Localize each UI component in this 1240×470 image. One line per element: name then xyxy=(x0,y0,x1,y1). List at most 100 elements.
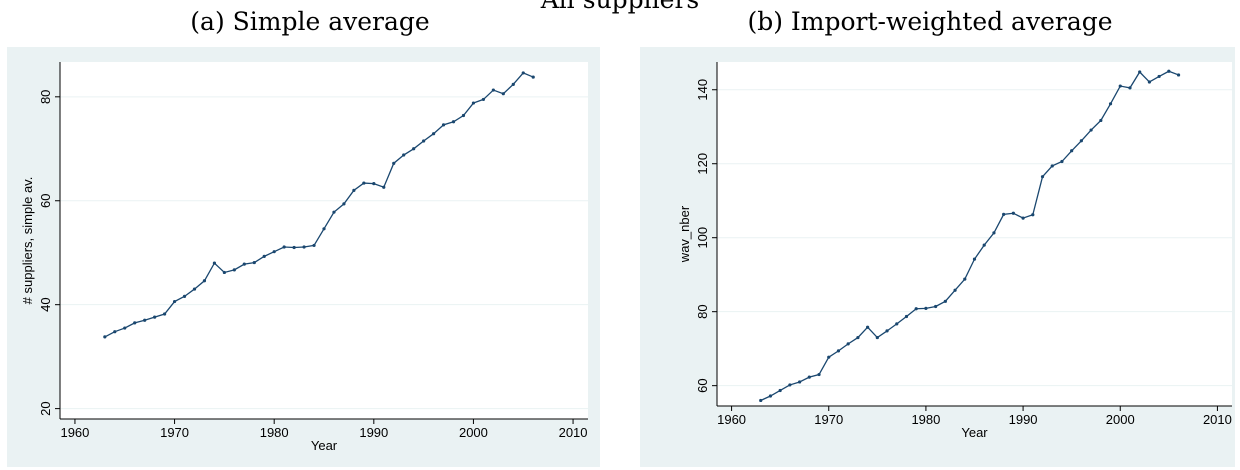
point xyxy=(133,321,137,325)
point xyxy=(895,322,899,326)
chart-title: (b) Import-weighted average xyxy=(747,7,1112,36)
point xyxy=(451,120,456,124)
point xyxy=(501,92,505,96)
point xyxy=(992,231,996,235)
point xyxy=(768,394,773,398)
point xyxy=(153,315,157,319)
point xyxy=(123,326,127,330)
point xyxy=(1050,164,1054,168)
point xyxy=(1128,86,1132,90)
x-axis-label: Year xyxy=(961,425,988,440)
point xyxy=(242,262,246,266)
point xyxy=(342,202,346,206)
point xyxy=(312,243,316,248)
point xyxy=(352,188,356,192)
y-tick-label: 80 xyxy=(695,304,710,318)
point xyxy=(1157,74,1161,79)
y-axis-label: wav_nber xyxy=(677,205,692,263)
point xyxy=(934,304,938,309)
point xyxy=(481,97,485,102)
point xyxy=(521,71,525,75)
point xyxy=(827,355,831,359)
point xyxy=(412,147,416,151)
point xyxy=(262,254,266,258)
point xyxy=(866,325,870,329)
point xyxy=(788,383,792,387)
point xyxy=(1138,70,1142,74)
point xyxy=(491,88,495,92)
point xyxy=(817,372,821,377)
point xyxy=(885,329,889,333)
point xyxy=(471,101,476,105)
y-tick-label: 140 xyxy=(695,79,710,101)
point xyxy=(461,113,466,118)
point xyxy=(441,123,446,127)
point xyxy=(943,299,947,303)
point xyxy=(807,375,811,379)
x-tick-label: 1970 xyxy=(160,425,189,440)
point xyxy=(143,318,147,322)
x-tick-label: 2010 xyxy=(559,425,588,440)
point xyxy=(103,335,107,339)
point xyxy=(904,314,909,319)
point xyxy=(212,261,217,265)
point xyxy=(1031,213,1035,217)
point xyxy=(856,335,860,340)
point xyxy=(382,185,386,189)
y-tick-label: 120 xyxy=(695,153,710,175)
point xyxy=(282,245,286,249)
point xyxy=(778,388,782,393)
point xyxy=(1060,159,1064,164)
point xyxy=(192,287,197,291)
point xyxy=(846,342,850,346)
point xyxy=(1040,175,1045,179)
point xyxy=(953,288,957,292)
point xyxy=(292,245,296,250)
point xyxy=(759,398,763,403)
x-tick-label: 1960 xyxy=(60,425,89,440)
x-tick-label: 2000 xyxy=(1106,412,1135,427)
x-tick-label: 2010 xyxy=(1203,412,1232,427)
point xyxy=(252,260,256,265)
y-tick-label: 40 xyxy=(38,297,53,311)
point xyxy=(332,210,336,214)
x-tick-label: 1990 xyxy=(1009,412,1038,427)
point xyxy=(302,245,306,249)
point xyxy=(202,279,207,283)
point xyxy=(924,306,928,310)
point xyxy=(511,82,515,86)
figure-title: All suppliers xyxy=(540,0,700,14)
chart-title: (a) Simple average xyxy=(190,7,429,36)
point xyxy=(1002,212,1006,216)
point xyxy=(392,161,396,165)
point xyxy=(272,250,276,254)
point xyxy=(963,277,967,281)
y-axis-label: # suppliers, simple av. xyxy=(20,177,35,305)
point xyxy=(836,349,841,353)
point xyxy=(1167,69,1171,73)
y-tick-label: 60 xyxy=(38,194,53,208)
point xyxy=(322,227,326,231)
point xyxy=(113,330,117,334)
y-tick-label: 80 xyxy=(38,90,53,104)
point xyxy=(797,380,802,384)
series-line xyxy=(104,72,534,338)
point xyxy=(914,307,918,311)
x-tick-label: 1960 xyxy=(717,412,746,427)
x-tick-label: 1990 xyxy=(359,425,388,440)
point xyxy=(1021,216,1025,220)
plot-area xyxy=(717,62,1232,406)
point xyxy=(372,181,376,186)
point xyxy=(1079,139,1083,143)
point xyxy=(431,132,436,136)
point xyxy=(422,139,426,143)
point xyxy=(222,270,226,275)
point xyxy=(982,243,986,247)
x-axis-label: Year xyxy=(311,438,338,453)
point xyxy=(1176,73,1181,77)
point xyxy=(402,153,406,157)
x-tick-label: 2000 xyxy=(459,425,488,440)
point xyxy=(232,268,236,272)
point xyxy=(172,299,177,304)
